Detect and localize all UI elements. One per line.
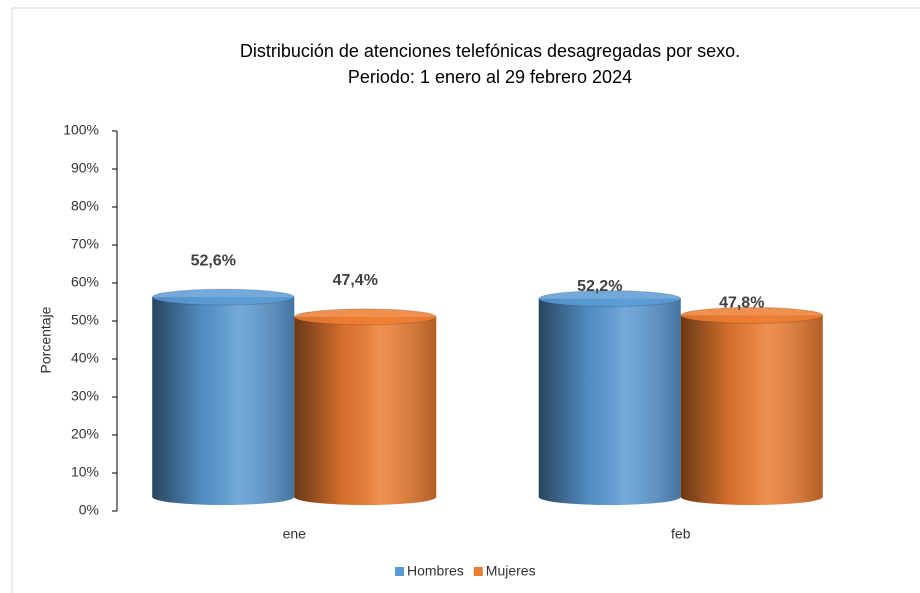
bar-shade [538,298,681,497]
y-tick-label: 10% [71,464,99,480]
value-label: 52,6% [191,252,236,269]
chart-title: Distribución de atenciones telefónicas d… [240,41,740,61]
y-tick-label: 60% [71,274,99,290]
y-axis-label: Porcentaje [38,306,54,373]
y-tick-label: 80% [71,198,99,214]
y-tick-label: 0% [79,502,99,518]
y-tick-label: 100% [63,122,99,138]
x-tick-label: ene [283,526,307,542]
bar-shade [680,315,823,497]
y-tick-label: 30% [71,388,99,404]
y-tick-label: 50% [71,312,99,328]
y-tick-label: 20% [71,426,99,442]
chart-subtitle: Periodo: 1 enero al 29 febrero 2024 [348,67,632,87]
bar-top [293,308,437,326]
bar-top [680,306,824,324]
value-label: 47,4% [333,272,378,289]
bar-top [538,290,682,308]
legend-label: Mujeres [486,563,536,579]
legend-label: Hombres [407,563,464,579]
bar-shade [294,316,437,497]
x-tick-label: feb [671,526,691,542]
bar-shade [152,297,295,497]
bar-top [151,288,295,306]
chart-frame [11,7,920,593]
legend-swatch [395,567,404,576]
legend-swatch [473,567,483,576]
y-tick-label: 70% [71,236,99,252]
y-tick-label: 90% [71,160,99,176]
value-label: 47,8% [719,295,764,312]
y-tick-label: 40% [71,350,99,366]
value-label: 52,2% [577,278,622,295]
